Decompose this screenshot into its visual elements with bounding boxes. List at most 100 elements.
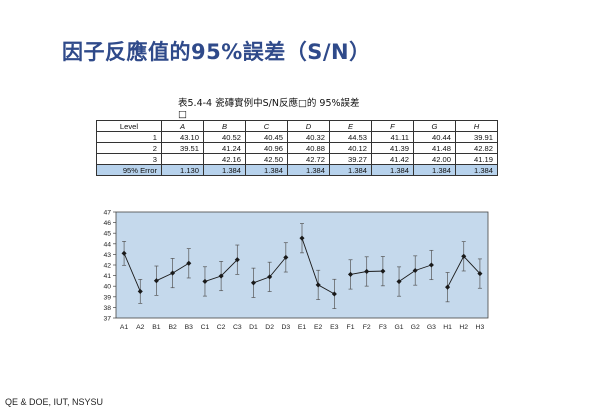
y-tick-label: 39 [103,294,111,301]
table-cell: 41.39 [371,142,414,154]
x-tick-label: A1 [120,324,129,331]
x-tick-label: F1 [347,324,355,331]
x-tick-label: B1 [152,324,161,331]
table-cell [161,153,204,165]
table-cell: 42.16 [203,153,246,165]
table-cell: 42.50 [245,153,288,165]
column-header: G [413,120,456,132]
table-cell: 41.24 [203,142,246,154]
footer-text: QE & DOE, IUT, NSYSU [5,397,104,407]
table-cell: 40.88 [287,142,330,154]
level-row: 2 39.51 41.24 40.96 40.88 40.12 41.39 41.48 42.8… [96,142,498,154]
data-point [412,267,418,274]
table-caption-line: 表5.4-4 瓷磚實例中S/N反應□的 95%誤差 [178,98,360,109]
x-tick-label: C2 [217,324,226,331]
table-cell: 1.384 [455,164,498,176]
slide-title: 因子反應值的95%誤差（S/N） [62,40,371,64]
data-point [250,280,257,286]
table-cell: 40.52 [203,131,246,143]
table-cell: 39.27 [329,153,372,165]
x-tick-label: D1 [249,324,258,331]
data-point [234,257,240,263]
table-cell: 40.45 [245,131,288,143]
x-tick-label: G2 [411,324,420,331]
x-tick-label: F2 [363,324,371,331]
table-cell: 43.10 [161,131,204,143]
level-header: Level [96,120,162,132]
row-label: 3 [96,153,162,165]
table-cell: 1.384 [371,164,414,176]
table-cell: 1.384 [329,164,372,176]
data-point [267,274,273,280]
table-cell: 40.96 [245,142,288,154]
error-row: 95% Error 1.130 1.384 1.384 1.384 1.384 1.384 1… [96,164,498,176]
level-row: 3 42.16 42.50 42.72 39.27 41.42 42.00 41.19 [96,153,498,165]
x-tick-label: G3 [427,324,436,331]
data-point [477,271,483,277]
table-cell: 1.384 [287,164,330,176]
x-tick-label: G1 [395,324,404,331]
table-cell: 41.11 [371,131,414,143]
table-cell: 41.48 [413,142,456,154]
x-tick-label: H2 [459,324,468,331]
table-cell: 1.384 [245,164,288,176]
table-cell: 1.384 [413,164,456,176]
y-tick-label: 47 [103,210,111,217]
table-cell: 44.53 [329,131,372,143]
data-point [121,250,127,256]
table-cell: 41.19 [455,153,498,165]
y-tick-label: 40 [103,284,111,291]
row-label: 95% Error [96,164,162,176]
row-label: 1 [96,131,162,143]
table-cell: 39.91 [455,131,498,143]
data-point [331,291,337,297]
y-tick-label: 45 [103,231,111,238]
x-tick-label: E3 [330,324,339,331]
y-tick-label: 41 [103,273,111,280]
x-tick-label: E2 [314,324,323,331]
x-tick-label: D3 [281,324,290,331]
data-point [315,282,321,288]
data-point [137,288,143,294]
x-tick-label: B3 [185,324,194,331]
y-tick-label: 42 [103,263,111,270]
x-tick-label: D2 [265,324,274,331]
x-tick-label: C1 [201,324,210,331]
table-cell: 40.32 [287,131,330,143]
sn-response-chart: 37 38 39 40 41 42 43 44 45 46 47 A1 A2 B1 B2 B3 C1 C2 C3 D1… [103,210,489,331]
x-tick-label: H3 [476,324,485,331]
x-tick-label: A2 [136,324,145,331]
table-cell: 42.82 [455,142,498,154]
table-caption-line: □ [178,109,187,120]
column-header: F [371,120,414,132]
x-tick-label: H1 [443,324,452,331]
data-point [153,278,159,284]
table-cell: 39.51 [161,142,204,154]
column-header: H [455,120,498,132]
y-tick-label: 38 [103,305,111,312]
row-label: 2 [96,142,162,154]
x-tick-label: C3 [233,324,242,331]
data-point [218,273,224,279]
column-header: A [161,120,204,132]
column-header: B [203,120,246,132]
table-cell: 42.72 [287,153,330,165]
sn-response-table: Level A B C D E F G H 1 43.10 40.52 40.45 40… [96,120,498,176]
y-tick-label: 44 [103,241,111,248]
x-tick-label: B2 [168,324,177,331]
table-header-row: Level A B C D E F G H [96,120,498,132]
table-cell: 1.130 [161,164,204,176]
data-point [461,253,467,259]
column-header: E [329,120,372,132]
table-cell: 40.44 [413,131,456,143]
level-row: 1 43.10 40.52 40.45 40.32 44.53 41.11 40.44 39.9… [96,131,498,143]
table-caption: 表5.4-4 瓷磚實例中S/N反應□的 95%誤差 □ [178,98,418,120]
column-header: D [287,120,330,132]
table-cell: 41.42 [371,153,414,165]
table-cell: 42.00 [413,153,456,165]
table-cell: 1.384 [203,164,246,176]
y-tick-label: 37 [103,316,111,323]
y-tick-label: 43 [103,252,111,259]
table-cell: 40.12 [329,142,372,154]
y-tick-label: 46 [103,220,111,227]
